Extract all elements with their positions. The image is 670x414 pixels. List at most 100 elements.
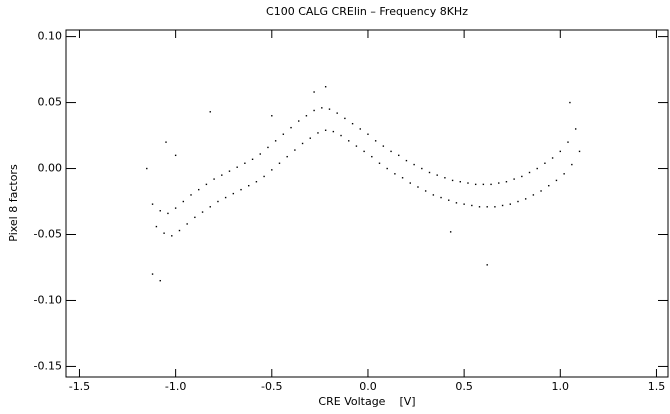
point — [332, 130, 335, 133]
point — [221, 174, 223, 176]
point — [574, 128, 577, 130]
point — [444, 177, 446, 179]
point — [178, 229, 181, 232]
point — [321, 107, 323, 109]
point — [313, 109, 315, 112]
y-tick-label: -0.05 — [34, 228, 62, 241]
point — [232, 192, 235, 195]
point — [563, 173, 565, 175]
point — [367, 133, 369, 135]
x-tick-label: -0.5 — [261, 380, 282, 393]
point — [559, 150, 561, 153]
point — [386, 167, 388, 170]
point — [165, 141, 167, 143]
point — [224, 196, 227, 199]
point — [540, 190, 542, 192]
x-tick-label: 1.0 — [552, 380, 570, 393]
point — [517, 200, 519, 203]
point — [174, 207, 177, 209]
point — [209, 111, 211, 113]
point — [548, 184, 550, 187]
point — [413, 163, 415, 166]
point — [490, 183, 492, 186]
point — [449, 231, 452, 233]
point — [236, 166, 238, 168]
point — [267, 146, 269, 149]
y-tick-label: 0.10 — [38, 30, 63, 43]
point — [432, 194, 435, 196]
point — [536, 167, 538, 170]
chart-title: C100 CALG CRElin – Frequency 8KHz — [266, 5, 468, 18]
point — [521, 175, 523, 178]
point — [217, 200, 219, 203]
point — [263, 175, 265, 178]
x-tick-label: -1.5 — [69, 380, 90, 393]
point — [498, 182, 500, 184]
y-tick-label: -0.15 — [34, 359, 62, 372]
y-tick-label: 0.05 — [38, 96, 63, 109]
point — [159, 279, 161, 282]
point — [569, 101, 571, 104]
point — [274, 140, 277, 142]
point — [186, 223, 188, 225]
point — [451, 179, 454, 182]
point — [305, 115, 308, 117]
point — [271, 169, 273, 171]
point — [259, 153, 261, 155]
point — [555, 179, 558, 182]
point — [351, 122, 354, 125]
point — [571, 163, 573, 166]
point — [205, 183, 208, 186]
point — [278, 162, 281, 164]
point — [524, 198, 527, 200]
point — [194, 216, 196, 219]
point — [324, 129, 327, 131]
x-tick-label: -1.0 — [165, 380, 186, 393]
point — [463, 203, 465, 205]
point — [428, 171, 431, 174]
point — [151, 203, 154, 205]
point — [398, 154, 400, 157]
point — [294, 149, 296, 151]
point — [567, 141, 569, 143]
point — [467, 182, 469, 184]
point — [167, 212, 169, 215]
point — [448, 199, 450, 201]
point — [201, 211, 204, 213]
point — [486, 206, 488, 208]
point — [255, 181, 258, 183]
point — [424, 190, 427, 192]
point — [324, 86, 327, 88]
point — [228, 170, 231, 172]
x-tick-label: 1.5 — [648, 380, 666, 393]
point — [336, 112, 338, 114]
y-axis-label: Pixel 8 factors — [7, 164, 20, 242]
point — [251, 158, 254, 161]
point — [271, 115, 273, 117]
point — [163, 232, 165, 234]
point — [544, 162, 546, 164]
x-axis-label: CRE Voltage [V] — [318, 395, 415, 408]
point — [528, 171, 531, 174]
point — [171, 235, 173, 237]
point — [286, 155, 288, 158]
point — [494, 206, 496, 208]
point — [436, 174, 438, 176]
point — [213, 178, 215, 180]
point — [209, 206, 211, 208]
point — [482, 183, 485, 186]
point — [455, 202, 458, 204]
plot-frame — [65, 29, 669, 378]
point — [409, 182, 411, 184]
point — [578, 150, 581, 153]
point — [394, 173, 396, 175]
point — [313, 91, 315, 93]
point — [359, 128, 361, 130]
point — [282, 133, 285, 135]
point — [190, 194, 192, 196]
point — [371, 155, 373, 158]
point — [328, 108, 331, 110]
point — [440, 196, 442, 199]
point — [374, 140, 377, 142]
